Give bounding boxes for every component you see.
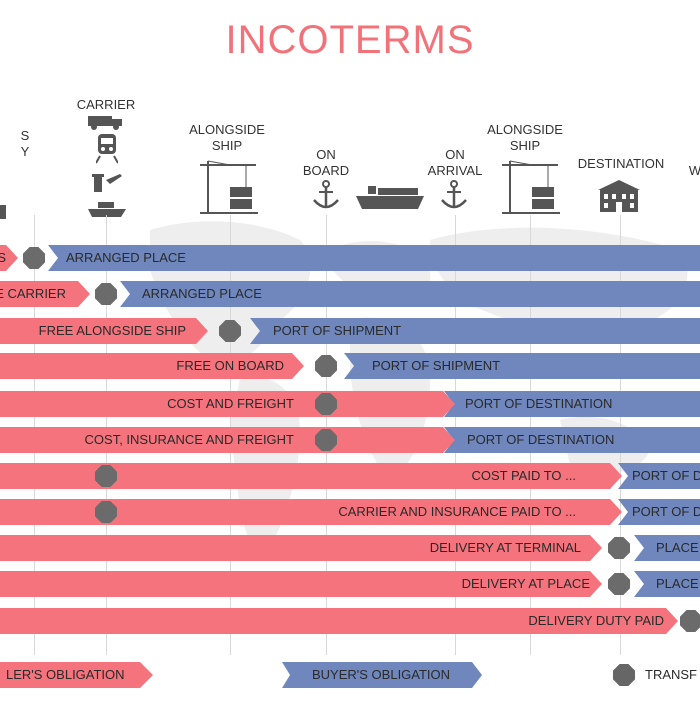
airplane-icon bbox=[92, 170, 122, 197]
buyer-obligation-bar bbox=[444, 391, 700, 417]
buyer-obligation-bar bbox=[120, 281, 700, 307]
cargo-ship-icon bbox=[356, 182, 426, 215]
buyer-obligation-bar bbox=[444, 427, 700, 453]
seller-obligation-bar bbox=[0, 535, 602, 561]
legend-seller-label: LER'S OBLIGATION bbox=[6, 667, 125, 682]
legend-seller-arrow bbox=[0, 662, 153, 688]
column-label: CARRIER bbox=[76, 97, 136, 112]
buyer-label: PORT OF SHIPMENT bbox=[372, 358, 501, 373]
seller-label: CARRIER AND INSURANCE PAID TO ... bbox=[338, 504, 576, 519]
legend-buyer-arrow bbox=[282, 662, 482, 688]
incoterm-row bbox=[0, 353, 700, 379]
train-icon bbox=[95, 134, 119, 169]
buyer-obligation-bar bbox=[250, 318, 700, 344]
buyer-obligation-bar bbox=[344, 353, 700, 379]
risk-transfer-marker-icon bbox=[95, 465, 117, 487]
incoterm-row bbox=[0, 499, 700, 525]
ship-icon bbox=[88, 202, 126, 223]
buyer-label: PORT OF DESTINATION bbox=[465, 396, 613, 411]
column-label: DESTINATION bbox=[577, 156, 665, 171]
seller-obligation-bar bbox=[0, 245, 18, 271]
buyer-obligation-bar bbox=[634, 535, 700, 561]
incoterm-row bbox=[0, 571, 700, 597]
seller-obligation-bar bbox=[0, 353, 304, 379]
seller-obligation-bar bbox=[0, 318, 208, 344]
incoterm-row bbox=[0, 535, 700, 561]
anchor-icon bbox=[311, 180, 341, 217]
column-label: ALONGSIDE SHIP bbox=[487, 122, 563, 153]
seller-obligation-bar bbox=[0, 499, 622, 525]
buyer-label: PORT OF DESTINATION bbox=[467, 432, 615, 447]
seller-label: COST, INSURANCE AND FREIGHT bbox=[84, 432, 294, 447]
truck-icon bbox=[88, 114, 126, 135]
risk-transfer-marker-icon bbox=[23, 247, 45, 269]
seller-obligation-bar bbox=[0, 391, 455, 417]
seller-obligation-bar bbox=[0, 608, 678, 634]
incoterm-row bbox=[0, 427, 700, 453]
seller-label: FREE ON BOARD bbox=[176, 358, 284, 373]
buyer-obligation-bar bbox=[618, 499, 700, 525]
seller-label: COST PAID TO ... bbox=[471, 468, 576, 483]
buyer-label: PORT OF D bbox=[632, 504, 700, 519]
risk-transfer-marker-icon bbox=[219, 320, 241, 342]
seller-obligation-bar bbox=[0, 571, 602, 597]
anchor-icon bbox=[439, 180, 469, 217]
incoterm-row bbox=[0, 245, 700, 271]
incoterm-row bbox=[0, 463, 700, 489]
page-title: INCOTERMS bbox=[225, 18, 475, 62]
seller-obligation-bar bbox=[0, 427, 455, 453]
seller-obligation-bar bbox=[0, 281, 90, 307]
buyer-label: PORT OF SHIPMENT bbox=[273, 323, 402, 338]
risk-transfer-marker-icon bbox=[315, 393, 337, 415]
transfer-marker-icon bbox=[613, 664, 635, 686]
seller-label: E CARRIER bbox=[0, 286, 66, 301]
buyer-obligation-bar bbox=[634, 571, 700, 597]
incoterm-row bbox=[0, 391, 700, 417]
seller-label: DELIVERY AT PLACE bbox=[461, 576, 590, 591]
seller-label: FREE ALONGSIDE SHIP bbox=[38, 323, 186, 338]
column-label: ALONGSIDE SHIP bbox=[189, 122, 265, 153]
seller-label: S bbox=[0, 250, 6, 265]
seller-label: COST AND FREIGHT bbox=[167, 396, 294, 411]
crane-icon bbox=[200, 157, 258, 220]
incoterm-row bbox=[0, 318, 700, 344]
legend-buyer-label: BUYER'S OBLIGATION bbox=[312, 667, 451, 682]
buyer-label: PORT OF D bbox=[632, 468, 700, 483]
risk-transfer-marker-icon bbox=[680, 610, 700, 632]
crane-icon bbox=[502, 157, 560, 220]
column-label: S Y bbox=[20, 128, 30, 159]
risk-transfer-marker-icon bbox=[315, 429, 337, 451]
buyer-label: ARRANGED PLACE bbox=[142, 286, 262, 301]
column-label: W bbox=[688, 163, 700, 178]
buyer-label: PLACE bbox=[656, 540, 699, 555]
incoterm-row bbox=[0, 608, 678, 634]
buyer-obligation-bar bbox=[618, 463, 700, 489]
seller-label: DELIVERY DUTY PAID bbox=[528, 613, 664, 628]
buyer-label: PLACE bbox=[656, 576, 699, 591]
column-label: ON BOARD bbox=[302, 147, 350, 178]
legend-transfer-label: TRANSF bbox=[645, 667, 697, 682]
buyer-obligation-bar bbox=[48, 245, 700, 271]
risk-transfer-marker-icon bbox=[95, 283, 117, 305]
buyer-label: ARRANGED PLACE bbox=[66, 250, 186, 265]
risk-transfer-marker-icon bbox=[608, 573, 630, 595]
warehouse-icon bbox=[0, 205, 10, 224]
seller-obligation-bar bbox=[0, 463, 622, 489]
column-label: ON ARRIVAL bbox=[427, 147, 483, 178]
building-icon bbox=[598, 178, 640, 219]
risk-transfer-marker-icon bbox=[608, 537, 630, 559]
seller-label: DELIVERY AT TERMINAL bbox=[429, 540, 581, 555]
risk-transfer-marker-icon bbox=[315, 355, 337, 377]
risk-transfer-marker-icon bbox=[95, 501, 117, 523]
incoterm-row bbox=[0, 281, 700, 307]
